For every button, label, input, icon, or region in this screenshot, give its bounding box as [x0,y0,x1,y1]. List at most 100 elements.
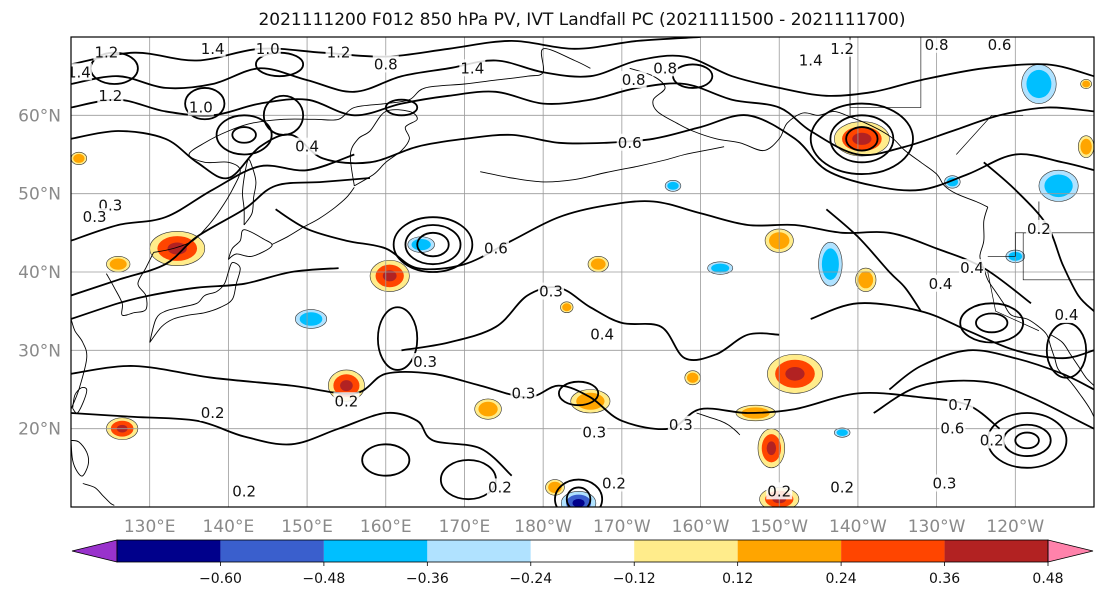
contour-label-19: 0.6 [988,36,1012,54]
ivt-region-core-11 [785,366,805,381]
coastline-japan-hokkaido [227,229,273,260]
contour-label-35: 0.6 [940,420,964,438]
ivt-region-core-18 [852,132,872,145]
ivt-filled-regions [71,64,1094,507]
contour-label-bg-33 [931,474,958,492]
closed-contour-18 [361,443,411,477]
contour-label-34: 0.2 [980,431,1004,449]
contour-label-bg-27 [333,392,360,410]
closed-contour-22 [184,87,226,121]
closed-contour-9 [262,94,305,136]
longitude-label-5: 180°W [514,517,572,537]
coastline-alaska-panhandle [849,116,988,208]
closed-contour-8 [384,98,419,117]
ivt-region-23 [711,263,730,273]
longitude-label-11: 120°W [986,517,1044,537]
longitude-label-1: 140°E [203,517,255,537]
contour-label-bg-3 [199,39,226,57]
colorbar-tick-label-5: 0.12 [722,571,753,587]
contour-label-bg-23 [510,384,537,402]
contour-label-bg-6 [325,43,352,61]
contour-label-bg-30 [600,474,627,492]
contour-label-32: 0.2 [830,478,854,496]
contour-label-bg-39 [1053,306,1080,324]
closed-contour-4 [829,114,895,164]
colorbar-segment-8 [944,540,1048,562]
contour-label-bg-2 [97,86,124,104]
contour-pv-0.3-central [401,286,780,361]
coastline-kuril-chain [271,187,355,246]
ivt-region-22 [821,248,839,280]
latitude-label-2: 40°N [18,263,61,283]
contour-pv-west-mid [71,177,371,297]
coastline-aleutians [480,146,725,183]
contour-pv-east-rings-a [888,349,1094,391]
coastline-baja-gulf [1050,334,1094,386]
contour-label-28: 0.2 [232,482,256,500]
colorbar-tick-label-7: 0.36 [929,571,960,587]
closed-contour-5 [809,102,914,175]
contour-label-bg-13 [616,133,643,151]
contour-pv-0.2-west [71,411,513,477]
contour-label-21: 0.4 [590,326,614,344]
contour-label-39: 0.4 [1055,306,1079,324]
contour-pv-east-a [825,208,922,312]
contour-label-17: 1.2 [830,40,854,58]
contour-label-7: 0.8 [374,55,398,73]
contour-label-bg-31 [766,482,793,500]
contour-pv-1.0-north [71,54,1094,97]
contour-label-bg-1 [71,63,92,81]
coastlines [71,37,1094,506]
contour-label-4: 1.0 [256,40,280,58]
colorbar-segment-5 [634,540,738,562]
map-content: 1.21.41.21.4 1.01.01.20.8 1.40.40.30.30.60… [71,36,1094,507]
contour-label-bg-28 [231,482,258,500]
contour-label-8: 1.4 [460,59,484,77]
contour-label-22: 0.3 [413,353,437,371]
colorbar-tick-label-1: −0.48 [302,571,345,587]
ivt-region-27 [411,238,431,251]
contour-label-bg-34 [978,431,1005,449]
longitude-label-0: 130°E [124,517,176,537]
pv-contour-labels: 1.21.41.21.4 1.01.01.20.8 1.40.40.30.30.60… [71,36,1080,500]
contour-label-25: 0.3 [669,416,693,434]
contour-label-bg-14 [620,71,647,89]
longitude-label-6: 170°W [593,517,651,537]
contour-label-30: 0.2 [602,475,626,493]
contour-label-27: 0.2 [334,392,358,410]
closed-contour-2 [392,216,474,273]
contour-label-26: 0.2 [201,404,225,422]
ivt-region-9 [576,392,605,410]
ivt-region-20 [1082,80,1091,88]
ivt-region-7 [562,303,572,312]
contour-label-bg-7 [372,55,399,73]
contour-label-37: 0.4 [929,275,953,293]
contour-label-38: 0.4 [960,259,984,277]
colorbar-outline [116,539,1049,563]
contour-label-bg-37 [927,274,954,292]
closed-contour-16 [565,486,592,507]
colorbar-tick-label-8: 0.48 [1032,571,1063,587]
closed-contour-17 [554,478,604,507]
contour-label-14: 0.8 [622,71,646,89]
coastline-north-america-west [979,206,1094,418]
contour-label-6: 1.2 [327,44,351,62]
contour-pv-west-upper [71,267,339,320]
latitude-label-1: 30°N [18,341,61,361]
ivt-region-24 [1026,69,1052,99]
contour-label-bg-9 [294,137,321,155]
contour-label-bg-25 [667,415,694,433]
contour-label-5: 1.0 [189,99,213,117]
contour-label-bg-36 [947,396,974,414]
coastline-japan-honshu [149,262,241,343]
contour-label-bg-40 [1025,219,1052,237]
contour-pv-east-rings-b [873,379,1094,430]
contour-label-12: 0.6 [484,240,508,258]
contour-label-bg-38 [959,259,986,277]
contour-label-36: 0.7 [948,396,972,414]
latitude-label-4: 60°N [18,106,61,126]
colorbar [71,539,1094,563]
contour-label-0: 1.2 [94,44,118,62]
contour-label-16: 1.4 [799,52,823,70]
